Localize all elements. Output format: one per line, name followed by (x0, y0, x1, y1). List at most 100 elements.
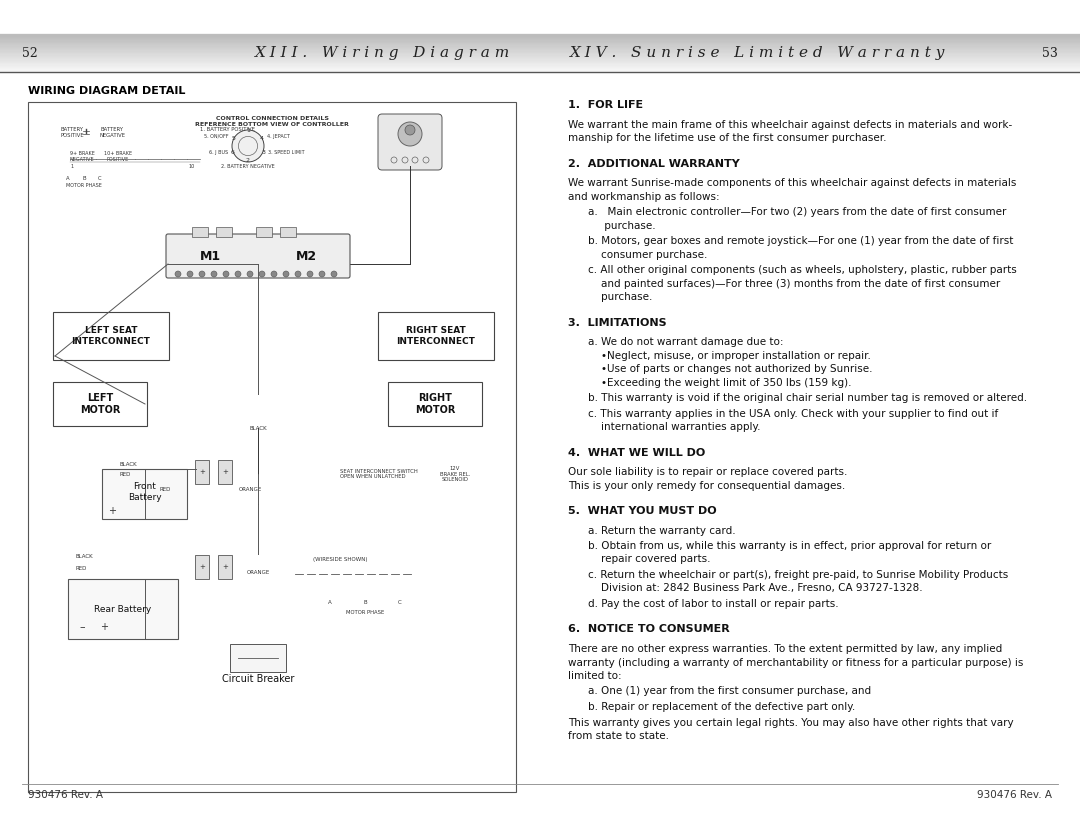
Text: b. This warranty is void if the original chair serial number tag is removed or a: b. This warranty is void if the original… (588, 393, 1027, 403)
Text: C: C (399, 600, 402, 605)
Text: RIGHT
MOTOR: RIGHT MOTOR (415, 393, 455, 414)
Text: +: + (199, 564, 205, 570)
Text: 10+ BRAKE
POSITIVE: 10+ BRAKE POSITIVE (104, 151, 132, 162)
Text: 3: 3 (262, 149, 266, 154)
Bar (216, 227, 232, 237)
Text: +: + (108, 506, 116, 516)
Bar (0, 69, 1080, 71)
Text: •Use of parts or changes not authorized by Sunrise.: •Use of parts or changes not authorized … (588, 364, 873, 374)
Text: purchase.: purchase. (588, 220, 656, 230)
Text: A: A (66, 176, 70, 181)
Bar (0, 52, 1080, 53)
Text: CONTROL CONNECTION DETAILS: CONTROL CONNECTION DETAILS (216, 116, 328, 121)
FancyBboxPatch shape (53, 312, 168, 360)
Text: BLACK: BLACK (76, 554, 94, 559)
Bar (0, 67, 1080, 68)
Bar (0, 49, 1080, 51)
Text: 1.  FOR LIFE: 1. FOR LIFE (568, 100, 643, 110)
Text: Front
Battery: Front Battery (127, 482, 161, 502)
Bar (0, 68, 1080, 69)
Text: a. One (1) year from the first consumer purchase, and: a. One (1) year from the first consumer … (588, 686, 872, 696)
Text: We warrant the main frame of this wheelchair against defects in materials and wo: We warrant the main frame of this wheelc… (568, 119, 1012, 129)
FancyBboxPatch shape (378, 312, 494, 360)
Text: +: + (199, 469, 205, 475)
Bar (0, 40, 1080, 42)
Text: Rear Battery: Rear Battery (94, 605, 151, 614)
Text: +: + (100, 622, 108, 632)
Text: LEFT
MOTOR: LEFT MOTOR (80, 393, 120, 414)
Bar (0, 63, 1080, 64)
Bar (195, 555, 210, 579)
Circle shape (222, 271, 229, 277)
Text: 3.  LIMITATIONS: 3. LIMITATIONS (568, 318, 666, 328)
Bar (0, 58, 1080, 59)
Text: 2. BATTERY NEGATIVE: 2. BATTERY NEGATIVE (221, 164, 275, 169)
Bar (0, 48, 1080, 49)
Text: MOTOR PHASE: MOTOR PHASE (66, 183, 102, 188)
Text: 1: 1 (246, 128, 249, 133)
Text: 1. BATTERY POSITIVE: 1. BATTERY POSITIVE (200, 127, 255, 132)
Bar (0, 64, 1080, 66)
Bar (218, 555, 232, 579)
Bar (0, 51, 1080, 52)
Text: BLACK: BLACK (249, 426, 267, 431)
Text: a.   Main electronic controller—For two (2) years from the date of first consume: a. Main electronic controller—For two (2… (588, 207, 1007, 217)
Bar (68, 579, 178, 639)
Text: 4. JEPACT: 4. JEPACT (267, 133, 291, 138)
Text: M2: M2 (296, 249, 316, 263)
Text: •Neglect, misuse, or improper installation or repair.: •Neglect, misuse, or improper installati… (588, 350, 870, 360)
Bar (0, 61, 1080, 62)
Text: warranty (including a warranty of merchantability or fitness for a particular pu: warranty (including a warranty of mercha… (568, 657, 1024, 667)
FancyBboxPatch shape (166, 234, 350, 278)
Text: BATTERY
POSITIVE: BATTERY POSITIVE (60, 127, 84, 138)
Circle shape (283, 271, 289, 277)
Text: 4: 4 (260, 135, 264, 140)
Bar (280, 227, 296, 237)
Text: 6. J BUS: 6. J BUS (208, 149, 228, 154)
Text: 6: 6 (231, 149, 235, 154)
Text: manship for the lifetime use of the first consumer purchaser.: manship for the lifetime use of the firs… (568, 133, 887, 143)
FancyBboxPatch shape (378, 114, 442, 170)
Bar (0, 66, 1080, 67)
Circle shape (319, 271, 325, 277)
Text: Division at: 2842 Business Park Ave., Fresno, CA 93727-1328.: Division at: 2842 Business Park Ave., Fr… (588, 584, 922, 594)
Text: purchase.: purchase. (588, 292, 652, 302)
FancyBboxPatch shape (53, 382, 147, 426)
Text: M1: M1 (200, 249, 220, 263)
Bar (28, 102, 516, 792)
Text: 5.  WHAT YOU MUST DO: 5. WHAT YOU MUST DO (568, 506, 717, 516)
Bar (0, 62, 1080, 63)
Text: 6.  NOTICE TO CONSUMER: 6. NOTICE TO CONSUMER (568, 625, 730, 635)
Bar (0, 71, 1080, 72)
Text: RED: RED (76, 566, 87, 571)
Text: 3. SPEED LIMIT: 3. SPEED LIMIT (268, 149, 305, 154)
Text: –: – (79, 622, 85, 632)
Bar (0, 44, 1080, 45)
Text: from state to state.: from state to state. (568, 731, 669, 741)
Text: REFERENCE BOTTOM VIEW OF CONTROLLER: REFERENCE BOTTOM VIEW OF CONTROLLER (195, 122, 349, 127)
Text: c. Return the wheelchair or part(s), freight pre-paid, to Sunrise Mobility Produ: c. Return the wheelchair or part(s), fre… (588, 570, 1009, 580)
Bar (0, 59, 1080, 61)
Bar (192, 227, 208, 237)
Text: b. Repair or replacement of the defective part only.: b. Repair or replacement of the defectiv… (588, 702, 855, 712)
Text: RIGHT SEAT
INTERCONNECT: RIGHT SEAT INTERCONNECT (396, 326, 475, 346)
Bar (218, 460, 232, 484)
Circle shape (271, 271, 276, 277)
Text: Circuit Breaker: Circuit Breaker (221, 674, 294, 684)
Bar (0, 57, 1080, 58)
Text: +: + (222, 564, 228, 570)
Bar (0, 43, 1080, 44)
Text: b. Obtain from us, while this warranty is in effect, prior approval for return o: b. Obtain from us, while this warranty i… (588, 541, 991, 551)
Text: RED: RED (120, 471, 132, 476)
Text: C: C (98, 176, 102, 181)
Text: We warrant Sunrise-made components of this wheelchair against defects in materia: We warrant Sunrise-made components of th… (568, 178, 1016, 188)
Circle shape (399, 122, 422, 146)
Text: 52: 52 (22, 47, 38, 59)
Text: LEFT SEAT
INTERCONNECT: LEFT SEAT INTERCONNECT (71, 326, 150, 346)
Circle shape (307, 271, 313, 277)
Text: This is your only remedy for consequential damages.: This is your only remedy for consequenti… (568, 480, 846, 490)
Text: 5. ON/OFF: 5. ON/OFF (204, 133, 229, 138)
Text: ORANGE: ORANGE (239, 486, 261, 491)
Text: 10: 10 (189, 164, 195, 169)
Text: 1: 1 (70, 164, 73, 169)
